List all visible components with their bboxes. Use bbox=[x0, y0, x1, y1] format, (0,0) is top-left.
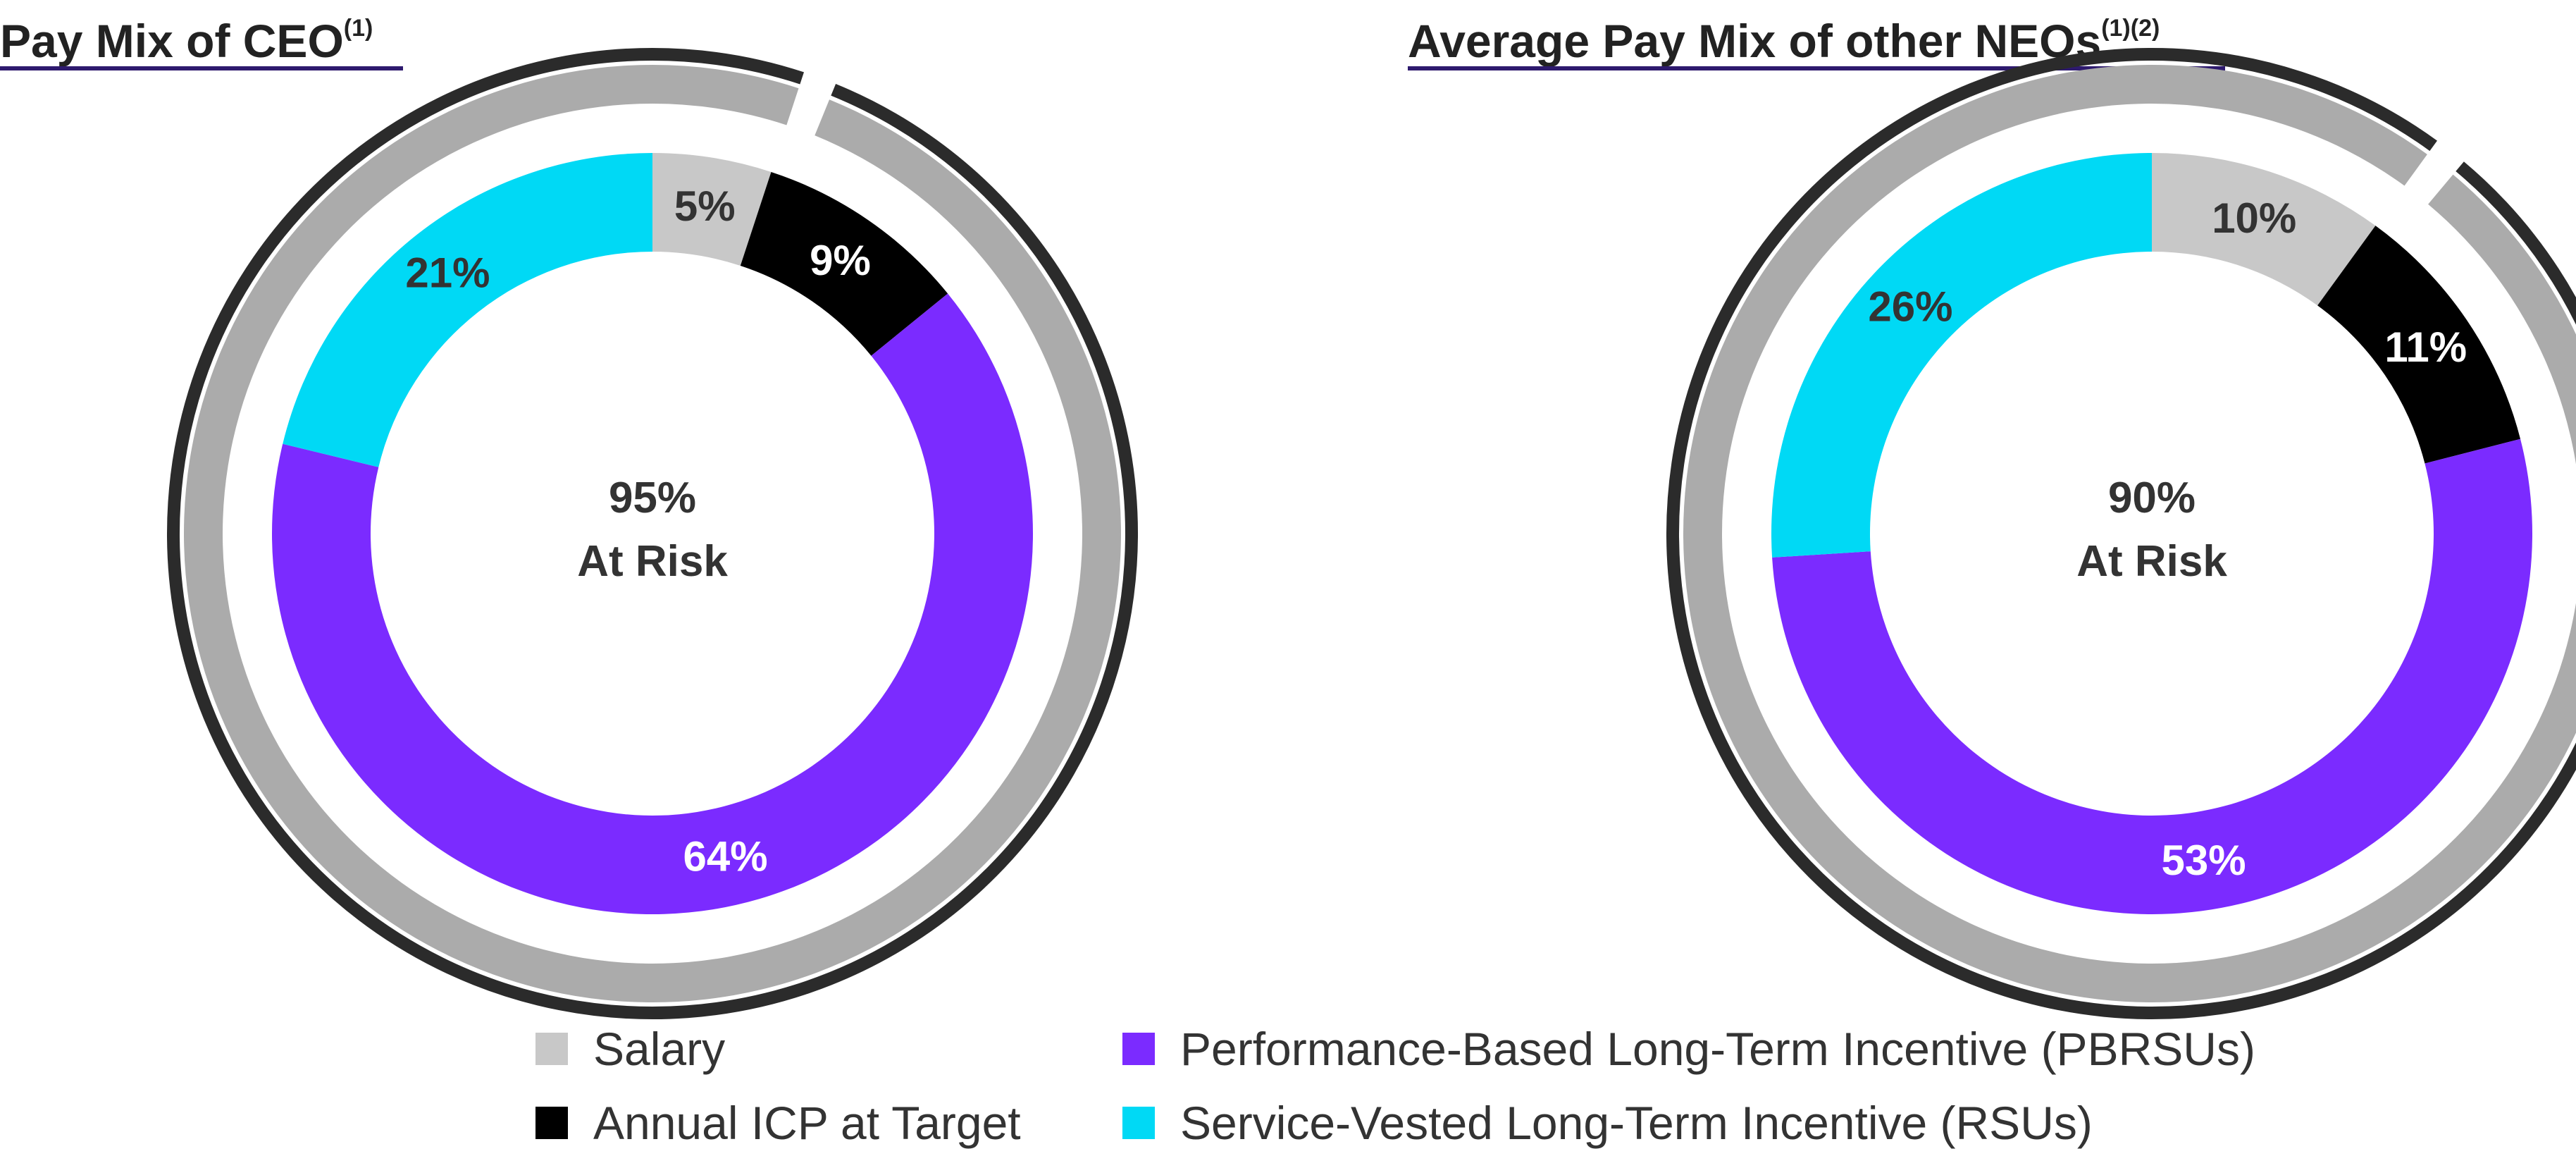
legend-swatch-icp bbox=[535, 1107, 568, 1139]
neo-at-risk-border-arc bbox=[1666, 48, 2576, 1019]
legend-item-icp: Annual ICP at Target bbox=[535, 1096, 1021, 1150]
neo-center-value: 90% bbox=[2108, 474, 2196, 522]
ceo-center-label: At Risk bbox=[577, 537, 728, 586]
neo-label-pbrsu: 53% bbox=[2161, 837, 2246, 884]
neo-title-underline bbox=[1408, 66, 2225, 70]
neo-center-label: At Risk bbox=[2076, 537, 2227, 586]
ceo-center-value: 95% bbox=[609, 474, 696, 522]
legend-label-pbrsu: Performance-Based Long-Term Incentive (P… bbox=[1180, 1023, 2255, 1075]
neo-label-salary: 10% bbox=[2212, 195, 2296, 242]
ceo-label-icp: 9% bbox=[810, 237, 871, 284]
ceo-at-risk-border-arc bbox=[167, 48, 1138, 1019]
legend-label-salary: Salary bbox=[593, 1023, 726, 1075]
neo-fixed-border-arc bbox=[2151, 48, 2437, 152]
neo-pay-mix-donut: 10% 11% 53% 26% 90% At Risk bbox=[1666, 48, 2576, 1019]
chart-legend: Salary Annual ICP at Target Performance-… bbox=[0, 1022, 2576, 1168]
ceo-slice-pbrsu bbox=[271, 293, 1033, 914]
legend-label-rsu: Service-Vested Long-Term Incentive (RSUs… bbox=[1180, 1097, 2093, 1149]
ceo-slice-salary bbox=[652, 153, 772, 266]
ceo-label-salary: 5% bbox=[674, 183, 736, 230]
ceo-chart-title-text: Pay Mix of CEO bbox=[0, 15, 344, 67]
ceo-pay-mix-donut: 5% 9% 64% 21% 95% At Risk bbox=[167, 48, 1138, 1019]
legend-item-rsu: Service-Vested Long-Term Incentive (RSUs… bbox=[1122, 1096, 2093, 1150]
legend-swatch-salary bbox=[535, 1033, 568, 1065]
neo-chart-title-footnote: (1)(2) bbox=[2101, 15, 2160, 42]
ceo-slice-icp bbox=[740, 171, 948, 356]
ceo-fixed-border-arc bbox=[652, 48, 804, 85]
ceo-label-pbrsu: 64% bbox=[683, 832, 767, 880]
neo-slice-pbrsu bbox=[1772, 438, 2532, 914]
neo-slice-salary bbox=[2152, 153, 2376, 306]
neo-label-icp: 11% bbox=[2384, 324, 2467, 371]
legend-label-icp: Annual ICP at Target bbox=[593, 1097, 1021, 1149]
neo-fixed-ring bbox=[2152, 65, 2427, 186]
neo-label-rsu: 26% bbox=[1868, 283, 1952, 330]
ceo-title-underline bbox=[0, 66, 403, 70]
legend-swatch-pbrsu bbox=[1122, 1033, 1155, 1065]
ceo-slice-rsu bbox=[283, 153, 652, 467]
ceo-fixed-ring bbox=[652, 65, 799, 125]
neo-slice-icp bbox=[2317, 226, 2521, 464]
pay-mix-donut-charts: 5% 9% 64% 21% 95% At Risk 10% 11% 53% 26% 90% At R… bbox=[167, 48, 2576, 1019]
legend-swatch-rsu bbox=[1122, 1107, 1155, 1139]
neo-chart-title-text: Average Pay Mix of other NEOs bbox=[1408, 15, 2102, 67]
legend-item-pbrsu: Performance-Based Long-Term Incentive (P… bbox=[1122, 1022, 2255, 1076]
ceo-label-rsu: 21% bbox=[405, 250, 490, 297]
legend-item-salary: Salary bbox=[535, 1022, 725, 1076]
ceo-chart-title-footnote: (1) bbox=[343, 15, 373, 42]
neo-slice-rsu bbox=[1771, 153, 2152, 558]
ceo-chart-title: Pay Mix of CEO(1) bbox=[0, 0, 373, 69]
neo-chart-title: Average Pay Mix of other NEOs(1)(2) bbox=[1408, 0, 2160, 69]
